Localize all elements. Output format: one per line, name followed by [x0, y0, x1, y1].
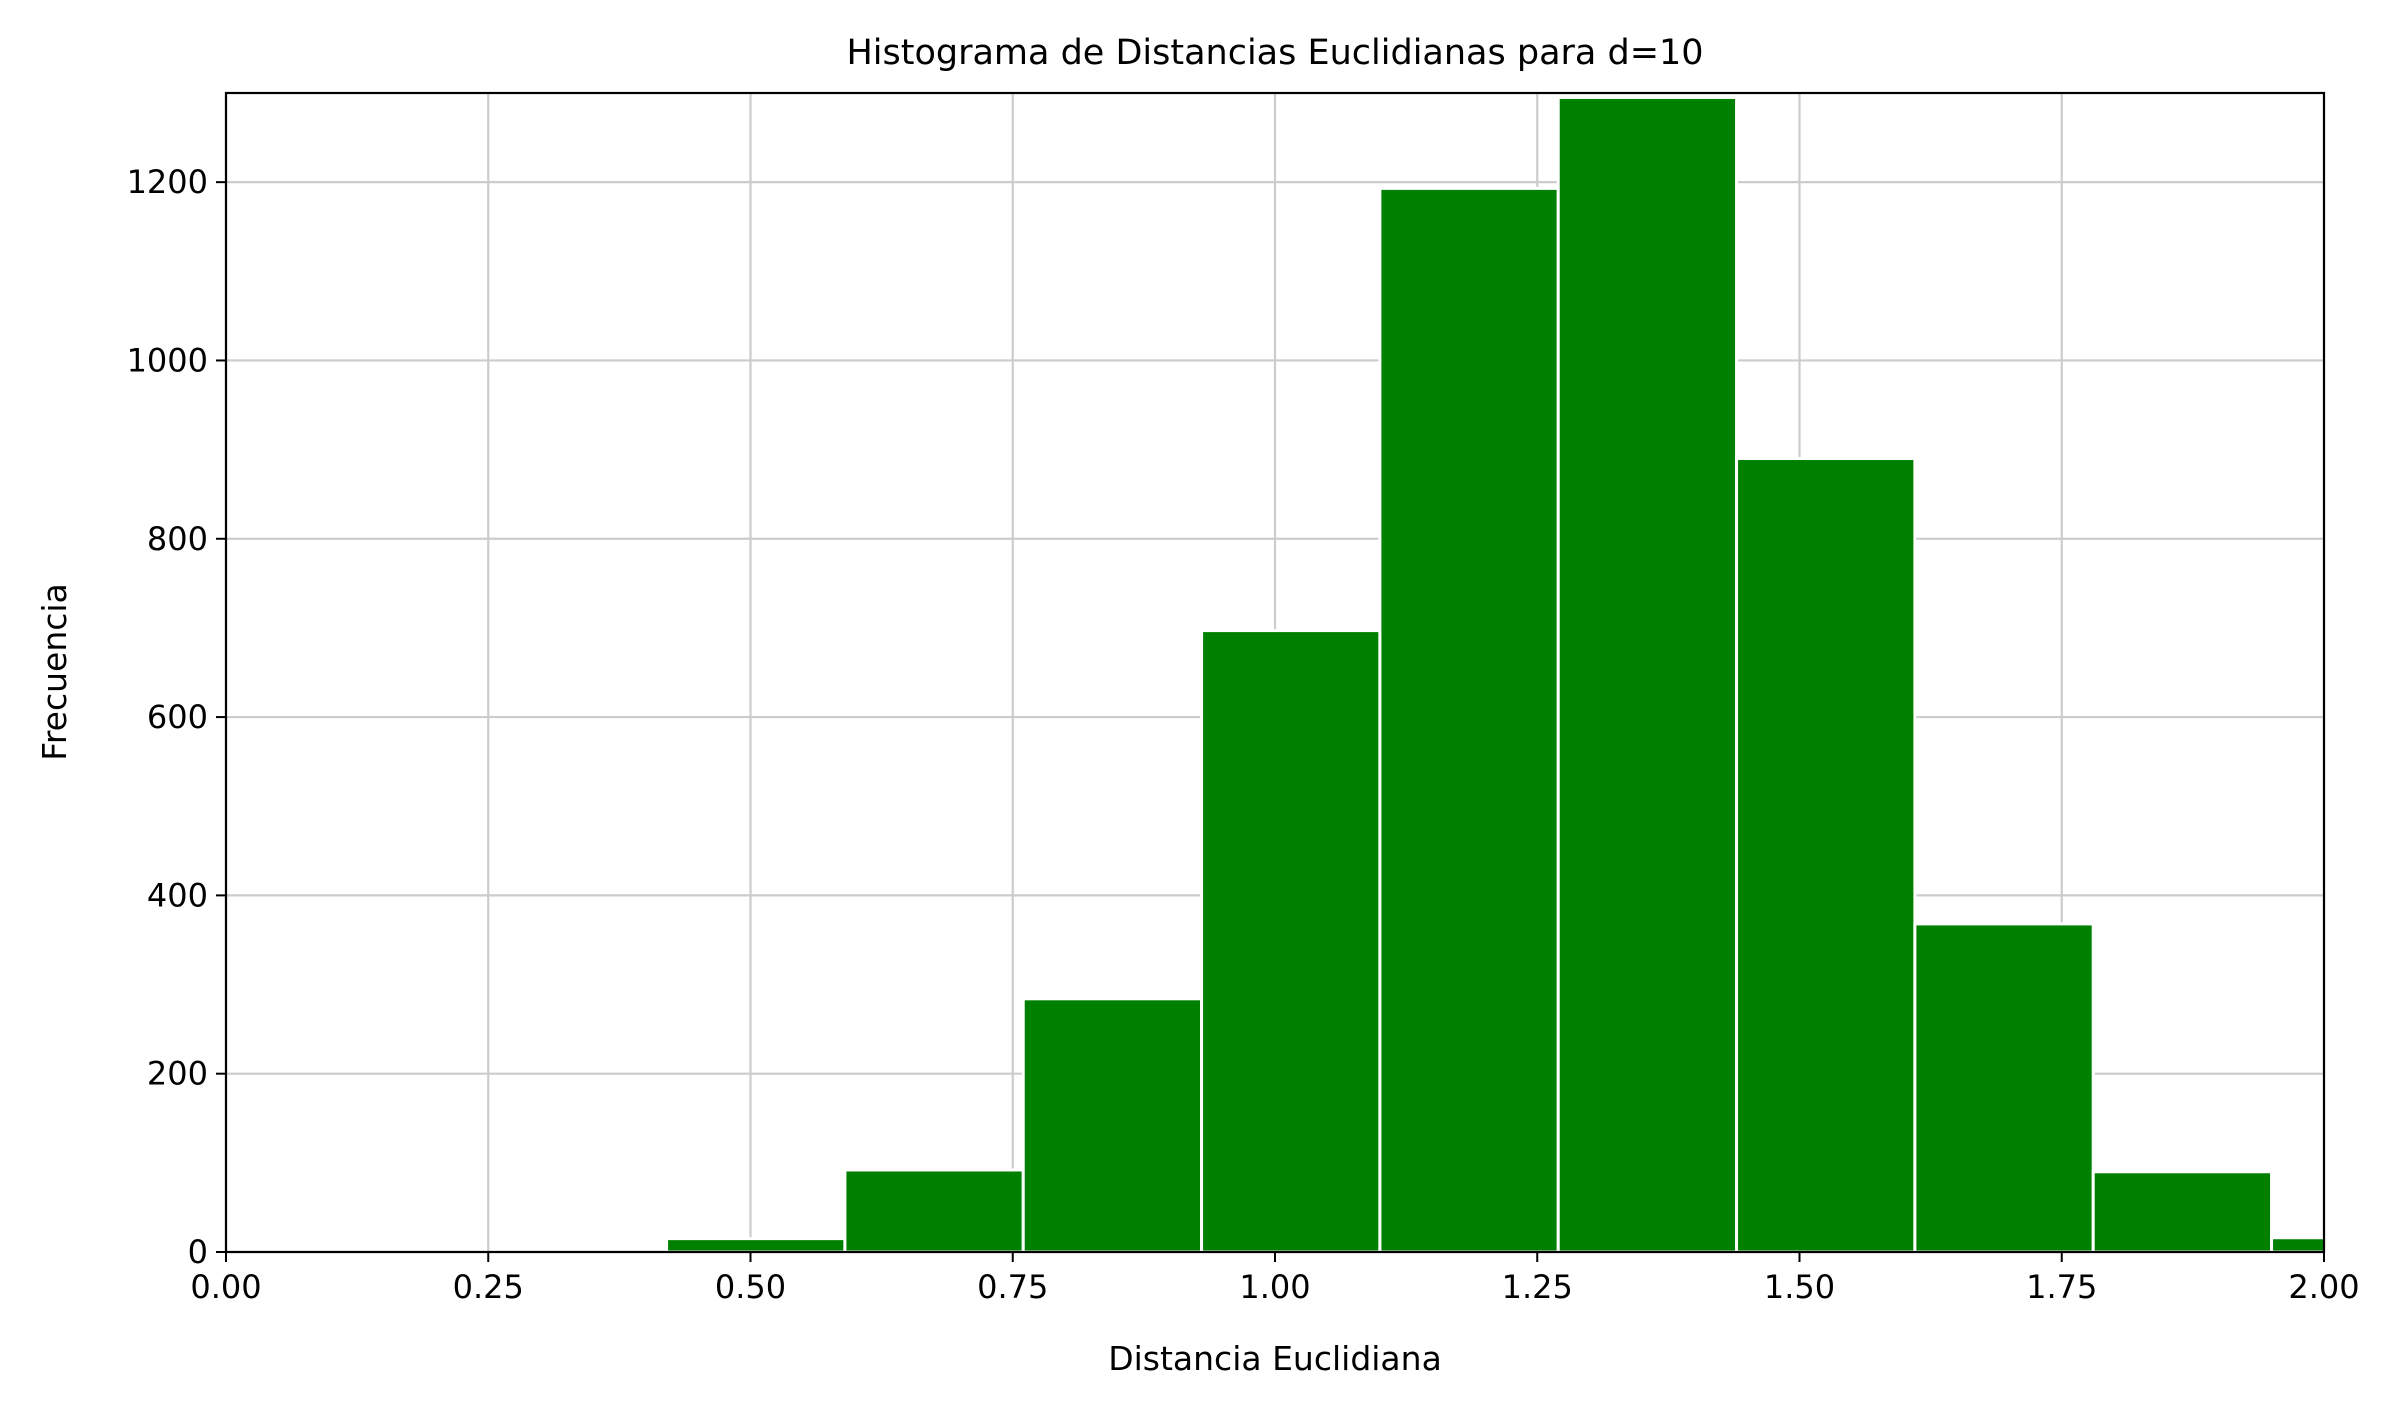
y-tick-label: 1000: [127, 341, 208, 379]
y-axis-ticks: 0 200 400 600 800 1000 1200: [127, 163, 226, 1271]
y-tick-label: 1200: [127, 163, 208, 201]
histogram-bar: [1735, 457, 1917, 1252]
x-axis-label: Distancia Euclidiana: [1108, 1339, 1442, 1378]
x-axis-ticks: 0.00 0.25 0.50 0.75 1.00 1.25 1.50 1.75 2.00: [190, 1252, 2360, 1306]
histogram-bar: [1556, 95, 1739, 1252]
histogram-bar: [1913, 922, 2095, 1252]
histogram-bar: [1200, 629, 1382, 1252]
histogram-bar: [1378, 186, 1560, 1252]
y-tick-label: 200: [147, 1055, 208, 1093]
histogram-bar: [665, 1237, 847, 1252]
histogram-bar: [2270, 1236, 2324, 1252]
y-tick-label: 600: [147, 698, 208, 736]
x-tick-label: 0.50: [715, 1268, 786, 1306]
histogram-bar: [843, 1168, 1025, 1252]
x-tick-label: 2.00: [2288, 1268, 2359, 1306]
x-tick-label: 1.00: [1239, 1268, 1310, 1306]
x-tick-label: 0.25: [453, 1268, 524, 1306]
y-tick-label: 800: [147, 520, 208, 558]
y-axis-label: Frecuencia: [35, 583, 74, 761]
chart-title: Histograma de Distancias Euclidianas par…: [846, 33, 1703, 73]
histogram-bar: [1021, 997, 1204, 1252]
y-tick-label: 0: [188, 1233, 208, 1271]
x-tick-label: 1.50: [1764, 1268, 1835, 1306]
y-tick-label: 400: [147, 876, 208, 914]
x-tick-label: 0.75: [977, 1268, 1048, 1306]
x-tick-label: 0.00: [190, 1268, 261, 1306]
histogram-bars: [665, 95, 2324, 1252]
histogram-bar: [2091, 1170, 2274, 1252]
x-tick-label: 1.25: [1502, 1268, 1573, 1306]
x-tick-label: 1.75: [2026, 1268, 2097, 1306]
